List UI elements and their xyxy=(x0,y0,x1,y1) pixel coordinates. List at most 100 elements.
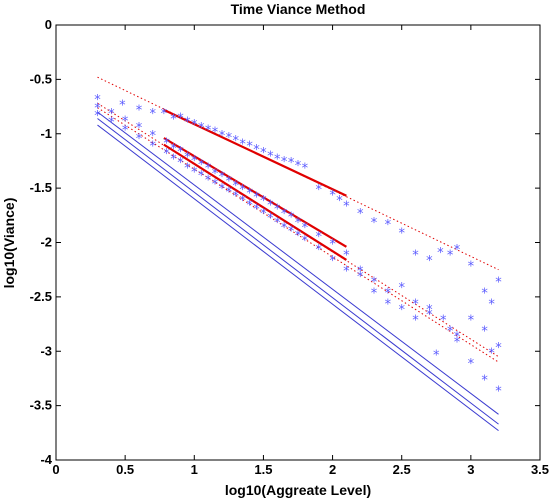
plot-frame xyxy=(55,24,541,461)
y-tick-label: -2 xyxy=(40,235,52,250)
data-point: * xyxy=(233,179,240,194)
y-tick-label: -0.5 xyxy=(30,71,52,86)
data-point: * xyxy=(481,373,488,388)
x-tick-label: 2.5 xyxy=(393,462,411,477)
data-point: * xyxy=(267,149,274,164)
y-tick-label: -3 xyxy=(40,343,52,358)
data-point: * xyxy=(447,325,454,340)
x-tick-label: 1 xyxy=(191,462,198,477)
data-point: * xyxy=(246,186,253,201)
data-point: * xyxy=(315,230,322,245)
x-tick-label: 3.5 xyxy=(531,462,549,477)
data-point: * xyxy=(385,218,392,233)
data-point: * xyxy=(219,182,226,197)
data-point: * xyxy=(191,166,198,181)
data-point: * xyxy=(198,169,205,184)
data-point: * xyxy=(205,173,212,188)
data-point: * xyxy=(454,335,461,350)
data-point: * xyxy=(433,348,440,363)
data-point: * xyxy=(371,286,378,301)
fit-line xyxy=(163,137,347,248)
data-point: * xyxy=(495,276,502,291)
data-point: * xyxy=(233,134,240,149)
data-point: * xyxy=(119,98,126,113)
y-tick-label: -2.5 xyxy=(30,289,52,304)
data-point: * xyxy=(219,129,226,144)
data-point: * xyxy=(454,330,461,345)
data-point: * xyxy=(177,145,184,160)
data-point: * xyxy=(412,297,419,312)
data-point: * xyxy=(226,174,233,189)
data-point: * xyxy=(205,123,212,138)
data-point: * xyxy=(170,153,177,168)
y-axis: 0 -0.5 -1 -1.5 -2 -2.5 -3 -3.5 -4 xyxy=(30,17,540,467)
data-point: * xyxy=(357,207,364,222)
reference-line xyxy=(97,118,499,425)
data-point: * xyxy=(488,346,495,361)
data-point: * xyxy=(253,191,260,206)
reference-line xyxy=(97,124,499,432)
data-point: * xyxy=(136,121,143,136)
data-point: * xyxy=(198,158,205,173)
data-point: * xyxy=(281,207,288,222)
data-point: * xyxy=(426,308,433,323)
data-point: * xyxy=(437,246,444,261)
data-point: * xyxy=(295,229,302,244)
data-point: * xyxy=(412,314,419,329)
data-point: * xyxy=(198,121,205,136)
data-point: * xyxy=(336,194,343,209)
data-point: * xyxy=(274,153,281,168)
data-point: * xyxy=(412,248,419,263)
data-point: * xyxy=(163,136,170,151)
data-point: * xyxy=(302,221,309,236)
data-point: * xyxy=(426,254,433,269)
data-point: * xyxy=(170,112,177,127)
data-point: * xyxy=(122,115,129,130)
data-point: * xyxy=(343,265,350,280)
data-point: * xyxy=(184,161,191,176)
data-point: * xyxy=(281,221,288,236)
fit-line xyxy=(163,143,347,261)
data-point: * xyxy=(108,116,115,131)
plot-lines xyxy=(97,76,499,432)
data-point: * xyxy=(329,254,336,269)
data-point: * xyxy=(447,248,454,263)
data-point: * xyxy=(440,314,447,329)
data-point: * xyxy=(253,143,260,158)
y-tick-label: -4 xyxy=(40,452,52,467)
data-point: * xyxy=(233,190,240,205)
data-point: * xyxy=(161,107,168,122)
data-point: * xyxy=(343,199,350,214)
x-tick-label: 1.5 xyxy=(254,462,272,477)
data-point: * xyxy=(398,303,405,318)
data-point: * xyxy=(253,203,260,218)
data-point: * xyxy=(150,129,157,144)
data-point: * xyxy=(288,210,295,225)
data-point: * xyxy=(212,167,219,182)
y-tick-label: -1 xyxy=(40,126,52,141)
data-point: * xyxy=(108,107,115,122)
data-point: * xyxy=(281,155,288,170)
data-point: * xyxy=(226,185,233,200)
data-point: * xyxy=(246,140,253,155)
data-point: * xyxy=(260,146,267,161)
data-point: * xyxy=(315,243,322,258)
data-point: * xyxy=(184,116,191,131)
data-point: * xyxy=(398,227,405,242)
data-point: * xyxy=(136,132,143,147)
data-point: * xyxy=(295,216,302,231)
fit-line xyxy=(163,108,347,197)
data-point: * xyxy=(371,216,378,231)
data-point: * xyxy=(302,161,309,176)
data-point: * xyxy=(315,183,322,198)
data-point: * xyxy=(288,224,295,239)
data-point: * xyxy=(385,286,392,301)
y-tick-label: 0 xyxy=(45,17,52,32)
data-point: * xyxy=(150,107,157,122)
data-point: * xyxy=(385,297,392,312)
data-point: * xyxy=(177,111,184,126)
data-point: * xyxy=(191,154,198,169)
y-axis-label: log10(Viance) xyxy=(1,198,17,289)
x-axis: 0 0.5 1 1.5 2 2.5 3 3.5 xyxy=(52,25,549,477)
data-point: * xyxy=(239,137,246,152)
